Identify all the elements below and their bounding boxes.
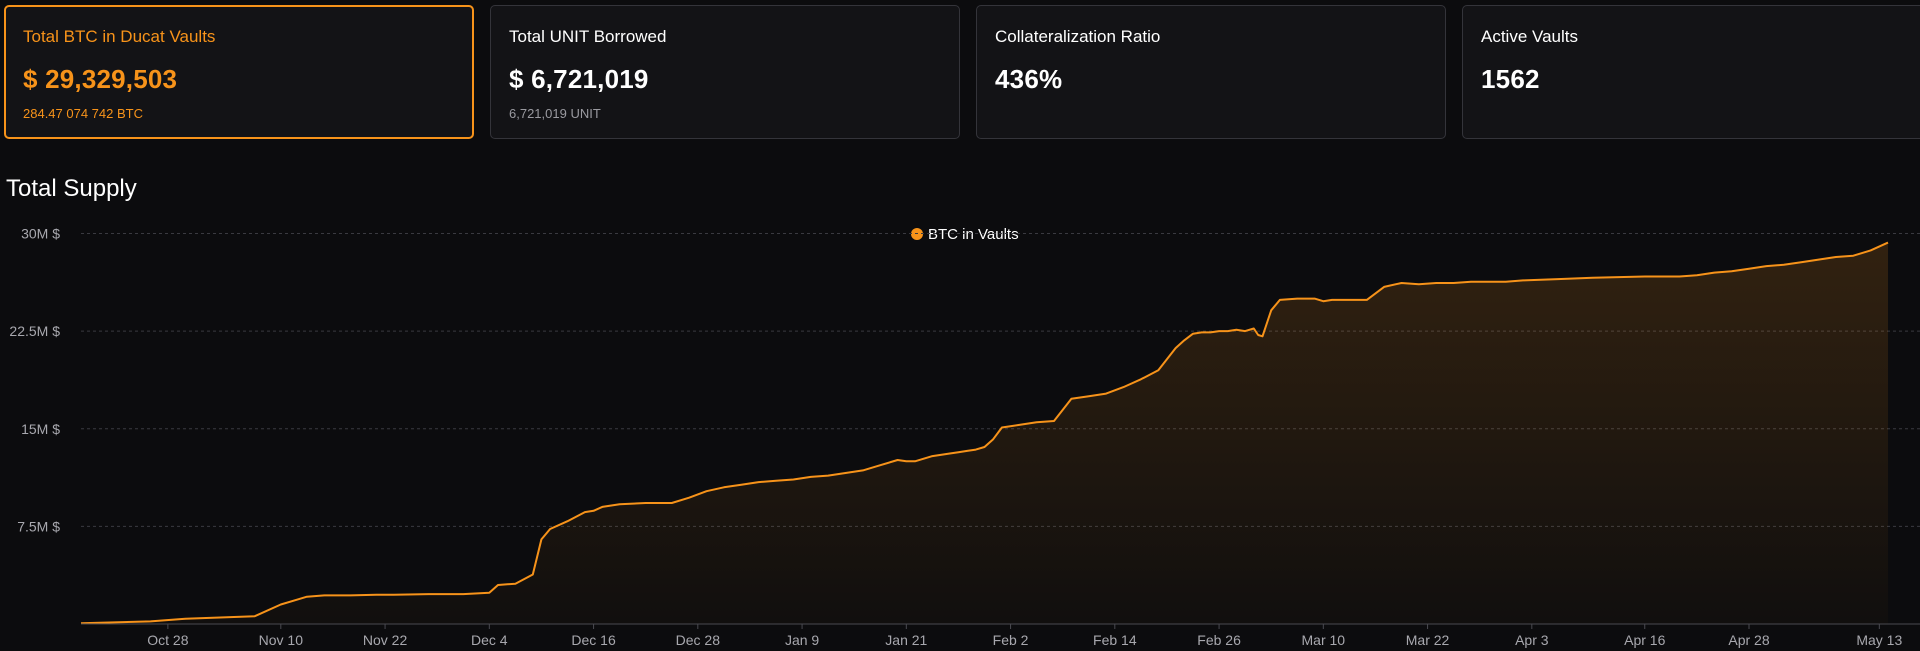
x-tick-label: Dec 16	[571, 632, 616, 648]
card-value: $ 6,721,019	[509, 64, 649, 94]
card-value: 1562	[1481, 64, 1540, 94]
card-total-btc[interactable]: Total BTC in Ducat Vaults $ 29,329,503 2…	[4, 5, 474, 139]
y-tick-label: 7.5M $	[17, 518, 60, 534]
card-title: Collateralization Ratio	[995, 27, 1161, 46]
x-tick-label: Apr 16	[1624, 632, 1665, 648]
card-value: $ 29,329,503	[23, 64, 178, 94]
card-total-unit-borrowed[interactable]: Total UNIT Borrowed $ 6,721,019 6,721,01…	[490, 5, 960, 139]
x-tick-label: Nov 10	[259, 632, 304, 648]
x-tick-label: Feb 2	[993, 632, 1029, 648]
legend-label: BTC in Vaults	[928, 226, 1019, 243]
stats-cards: Total BTC in Ducat Vaults $ 29,329,503 2…	[4, 5, 1920, 139]
x-tick-label: Mar 10	[1302, 632, 1346, 648]
x-tick-label: Dec 4	[471, 632, 508, 648]
x-tick-label: Apr 3	[1515, 632, 1549, 648]
card-title: Total UNIT Borrowed	[509, 27, 667, 46]
x-tick-label: Nov 22	[363, 632, 408, 648]
card-title: Active Vaults	[1481, 27, 1579, 46]
x-tick-label: Feb 14	[1093, 632, 1137, 648]
y-tick-label: 15M $	[21, 421, 60, 437]
card-active-vaults[interactable]: Active Vaults 1562	[1462, 5, 1920, 139]
x-tick-label: Jan 9	[785, 632, 819, 648]
y-tick-label: 30M $	[21, 226, 60, 242]
chart-legend[interactable]: BTC in Vaults	[911, 226, 1019, 243]
x-tick-label: Feb 26	[1197, 632, 1241, 648]
card-value: 436%	[995, 64, 1063, 94]
x-tick-label: Apr 28	[1728, 632, 1769, 648]
card-subvalue: 6,721,019 UNIT	[509, 106, 601, 121]
x-tick-label: Mar 22	[1406, 632, 1450, 648]
card-collateralization-ratio[interactable]: Collateralization Ratio 436%	[976, 5, 1446, 139]
x-tick-label: Dec 28	[676, 632, 721, 648]
section-title: Total Supply	[6, 175, 137, 202]
x-tick-label: Jan 21	[885, 632, 927, 648]
card-title: Total BTC in Ducat Vaults	[23, 27, 216, 46]
y-tick-label: 22.5M $	[9, 323, 60, 339]
x-tick-label: May 13	[1856, 632, 1902, 648]
series-area-btc-in-vaults	[81, 242, 1888, 624]
series-line-btc-in-vaults[interactable]	[80, 241, 1889, 625]
card-subvalue: 284.47 074 742 BTC	[23, 106, 143, 121]
total-supply-chart[interactable]: BTC in Vaults 7.5M $ 15M $ 22.5M $ 30M $ Oct…	[0, 214, 1920, 651]
x-tick-label: Oct 28	[147, 632, 188, 648]
